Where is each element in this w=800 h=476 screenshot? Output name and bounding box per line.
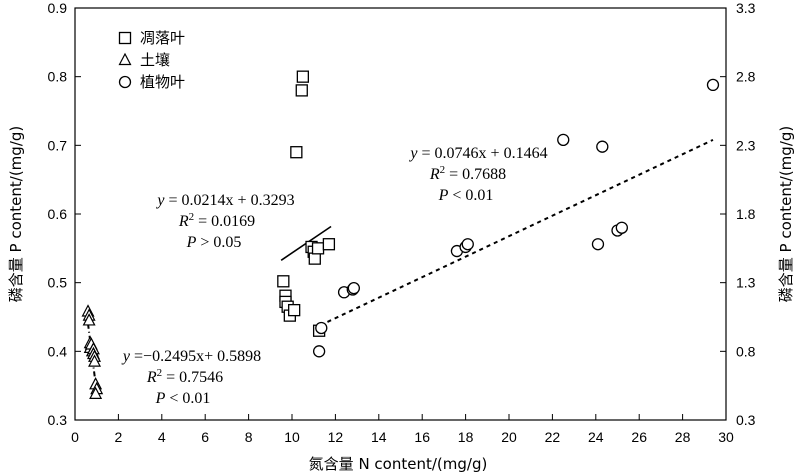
y-axis-title-left: 磷含量 P content/(mg/g) — [7, 126, 25, 302]
x-tick-label: 10 — [284, 429, 300, 445]
litter-equation: y = 0.0214x + 0.3293 — [155, 192, 294, 209]
x-tick-label: 24 — [588, 429, 604, 445]
y-right-tick-label: 1.3 — [736, 275, 756, 291]
x-tick-label: 18 — [458, 429, 474, 445]
data-point-square — [295, 84, 308, 97]
legend-marker-triangle — [118, 52, 132, 66]
y-right-tick-label: 3.3 — [736, 0, 756, 16]
data-point-circle — [557, 133, 570, 146]
y-left-tick-label: 0.3 — [48, 412, 68, 428]
x-axis-title: 氮含量 N content/(mg/g) — [309, 455, 488, 473]
data-point-circle — [596, 140, 609, 153]
y-right-tick-label: 0.8 — [736, 343, 756, 359]
x-tick-label: 4 — [158, 429, 166, 445]
data-point-square — [322, 238, 336, 251]
litter-p: P > 0.05 — [186, 234, 242, 251]
soil-annotation: y =−0.2495x+ 0.5898 R2 = 0.7546 P < 0.01 — [121, 348, 261, 407]
x-tick-label: 12 — [328, 429, 344, 445]
x-tick-label: 20 — [501, 429, 517, 445]
x-tick-label: 28 — [675, 429, 691, 445]
data-point-circle — [315, 321, 328, 335]
trendline-dashed — [319, 138, 714, 327]
axes: 0 2 4 6 8 10 12 14 16 18 20 22 24 26 28 300.30.40.50.60… — [48, 0, 756, 445]
x-tick-label: 2 — [115, 429, 123, 445]
plant-annotation: y = 0.0746x + 0.1464 R2 = 0.7688 P < 0.0… — [408, 145, 547, 204]
plant-r2: R2 = 0.7688 — [429, 164, 506, 183]
data-point-square — [277, 275, 290, 288]
legend-marker-circle — [118, 75, 132, 89]
litter-r2: R2 = 0.0169 — [178, 211, 255, 230]
x-tick-label: 6 — [201, 429, 209, 445]
x-tick-label: 26 — [631, 429, 647, 445]
litter-annotation: y = 0.0214x + 0.3293 R2 = 0.0169 P > 0.0… — [155, 192, 294, 251]
y-left-tick-label: 0.7 — [48, 137, 68, 153]
data-point-square — [290, 146, 303, 159]
y-left-tick-label: 0.9 — [48, 0, 68, 16]
soil-equation: y =−0.2495x+ 0.5898 — [121, 348, 261, 365]
legend-label: 凋落叶 — [140, 29, 185, 47]
y-right-tick-label: 1.8 — [736, 206, 756, 222]
x-tick-label: 14 — [371, 429, 387, 445]
data-point-triangle — [89, 386, 103, 400]
y-right-tick-label: 2.8 — [736, 69, 756, 85]
data-point-circle — [347, 282, 360, 295]
x-tick-label: 16 — [414, 429, 430, 445]
x-tick-label: 30 — [718, 429, 734, 445]
y-right-tick-label: 2.3 — [736, 137, 756, 153]
plant-p: P < 0.01 — [438, 187, 494, 204]
data-point-square — [308, 252, 321, 265]
y-left-tick-label: 0.4 — [48, 343, 68, 359]
data-point-circle — [591, 238, 605, 251]
y-left-tick-label: 0.5 — [48, 275, 68, 291]
data-point-square — [288, 303, 301, 317]
y-left-tick-label: 0.8 — [48, 69, 68, 85]
data-points — [81, 70, 720, 400]
data-point-circle — [615, 221, 628, 234]
x-tick-label: 22 — [545, 429, 561, 445]
x-tick-label: 8 — [245, 429, 253, 445]
data-point-circle — [312, 345, 326, 358]
legend-label: 土壤 — [140, 51, 170, 69]
data-point-square — [296, 70, 310, 83]
plant-equation: y = 0.0746x + 0.1464 — [408, 145, 547, 162]
soil-p: P < 0.01 — [155, 390, 211, 407]
soil-r2: R2 = 0.7546 — [146, 367, 223, 386]
y-left-tick-label: 0.6 — [48, 206, 68, 222]
data-point-circle — [706, 78, 720, 92]
data-point-circle — [461, 238, 474, 251]
legend-marker-square — [118, 31, 132, 45]
legend-label: 植物叶 — [140, 73, 185, 91]
x-tick-label: 0 — [71, 429, 79, 445]
y-right-tick-label: 0.3 — [736, 412, 756, 428]
y-axis-title-right: 磷含量 P content/(mg/g) — [777, 126, 795, 302]
data-point-triangle — [88, 354, 102, 367]
data-point-triangle — [82, 313, 96, 326]
data-point-square — [311, 242, 325, 255]
